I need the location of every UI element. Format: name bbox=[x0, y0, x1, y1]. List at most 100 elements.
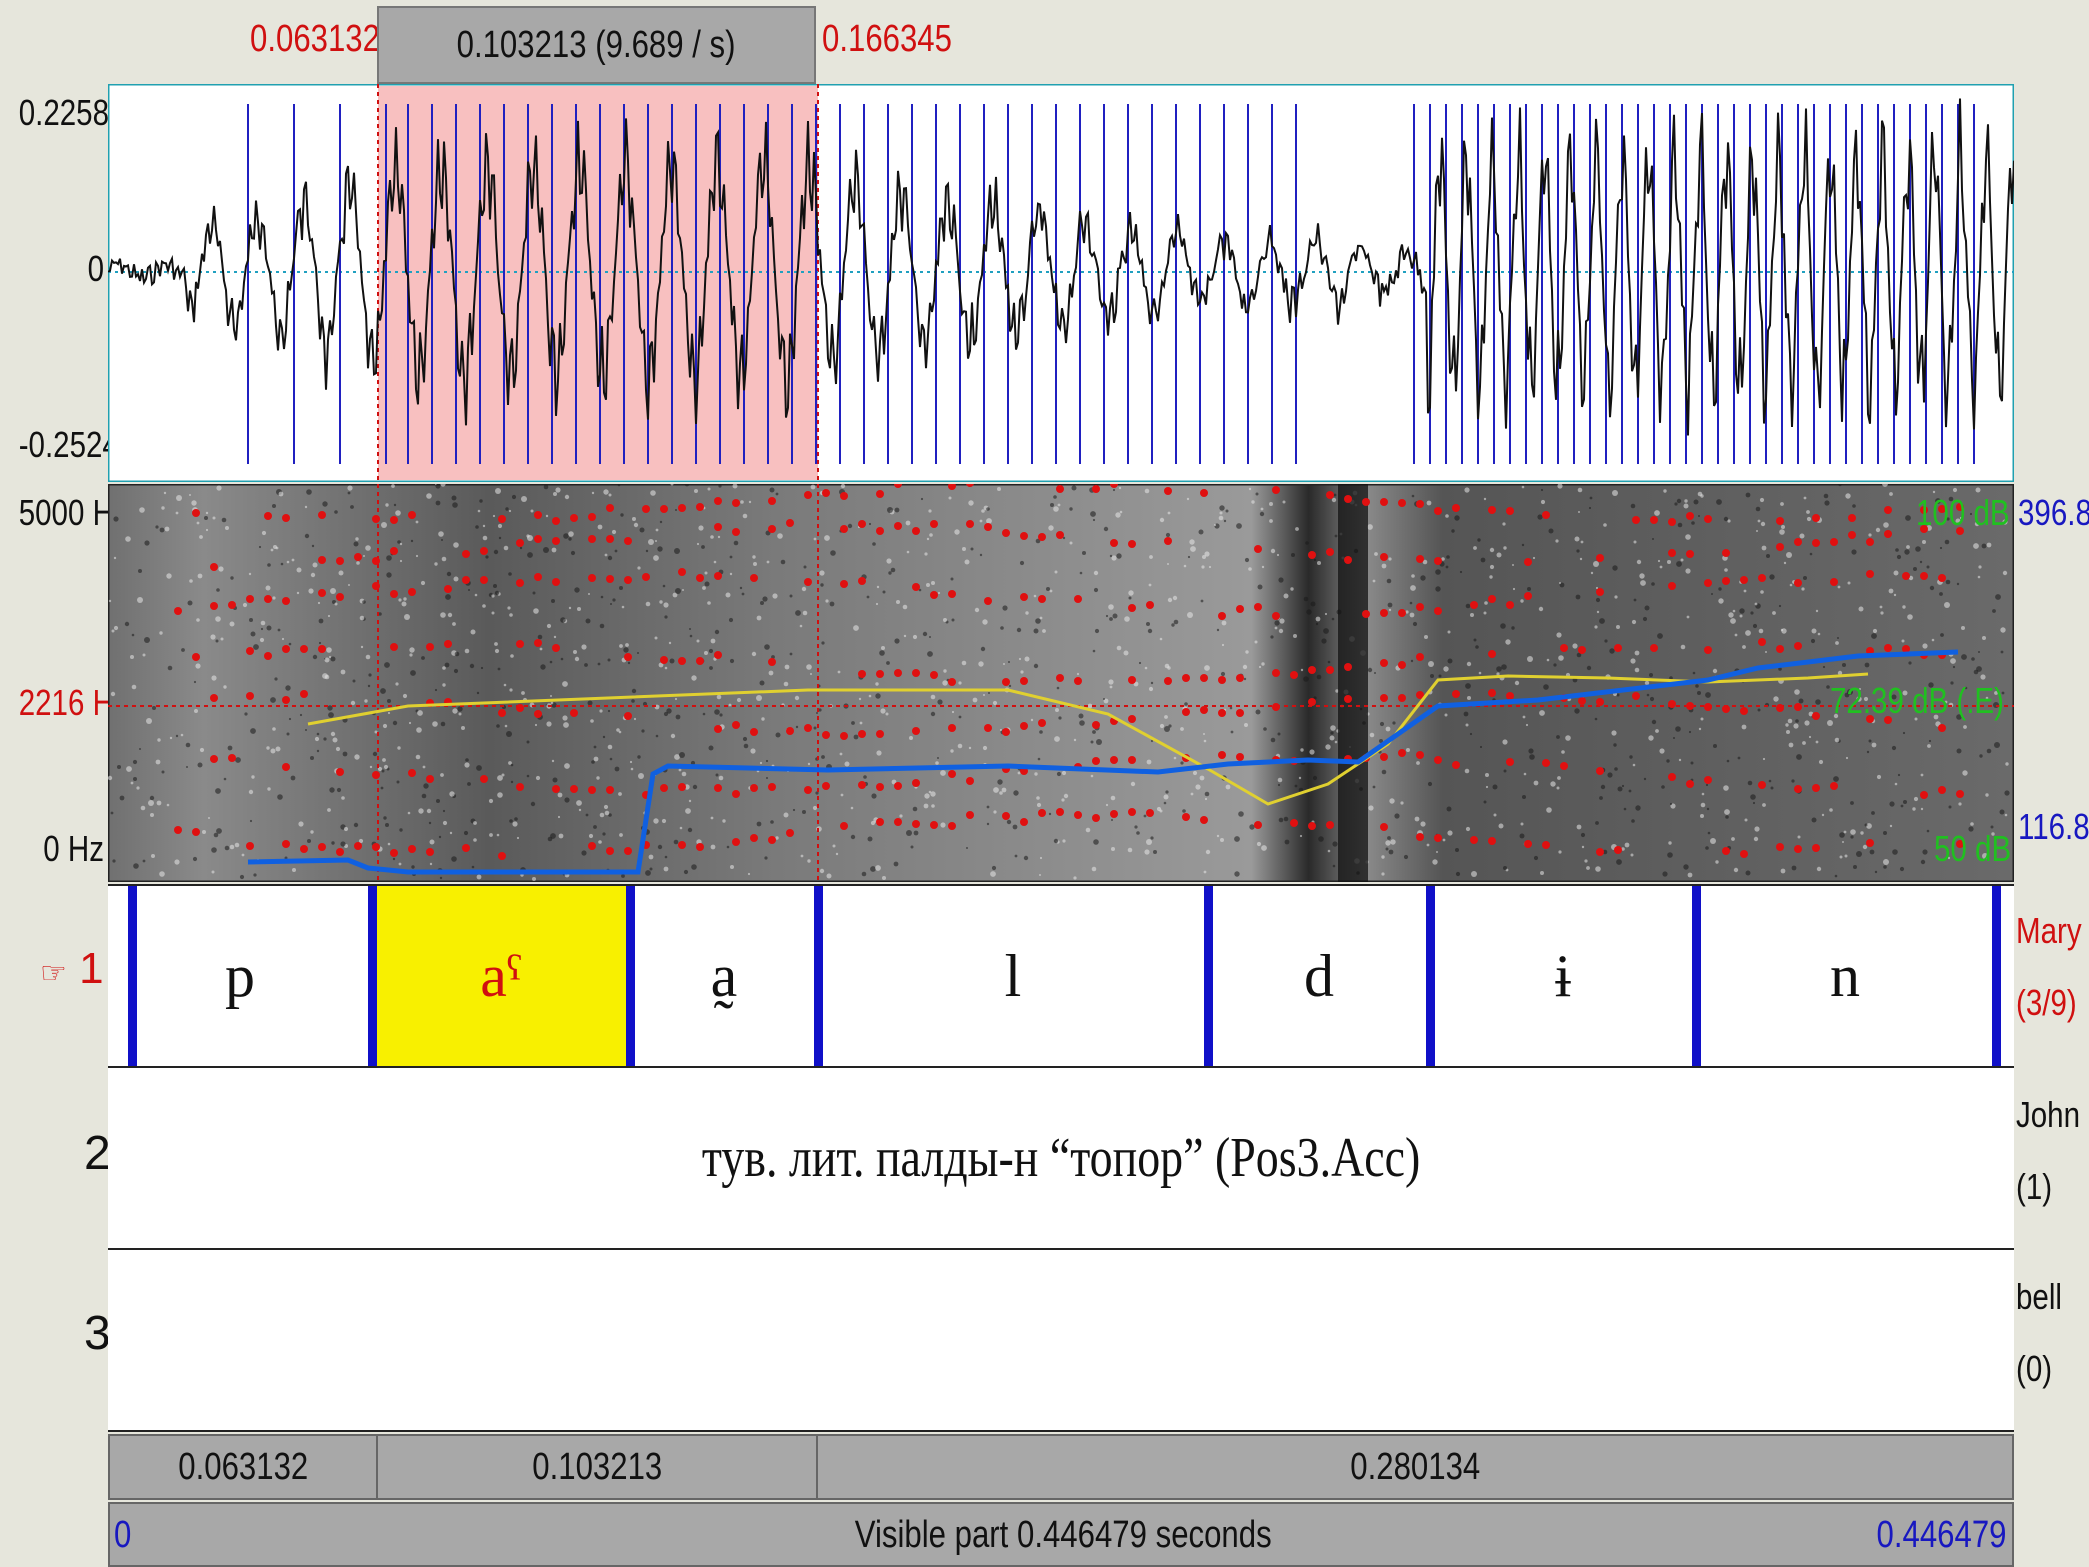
formant-dot bbox=[840, 732, 848, 740]
formant-dot bbox=[768, 525, 776, 533]
formant-dot bbox=[1002, 812, 1010, 820]
tier-3-interval[interactable] bbox=[108, 1248, 2014, 1432]
boundary[interactable] bbox=[1992, 886, 2001, 1066]
formant-dot bbox=[1758, 781, 1766, 789]
selection-duration-box[interactable]: 0.103213 (9.689 / s) bbox=[377, 6, 816, 84]
formant-dot bbox=[660, 784, 668, 792]
formant-dot bbox=[1686, 780, 1694, 788]
formant-dot bbox=[1470, 836, 1478, 844]
formant-dot bbox=[390, 590, 398, 598]
formant-dot bbox=[1794, 579, 1802, 587]
formant-dot bbox=[1884, 506, 1892, 514]
formant-dot bbox=[534, 573, 542, 581]
duration-after-selection[interactable]: 0.280134 bbox=[816, 1434, 2014, 1500]
formant-dot bbox=[246, 595, 254, 603]
formant-dot bbox=[948, 590, 956, 598]
formant-dot bbox=[966, 777, 974, 785]
spectrogram-freq-cursor: 2216 Hz bbox=[18, 682, 129, 723]
formant-dot bbox=[858, 730, 866, 738]
formant-dot bbox=[246, 842, 254, 850]
formant-dot bbox=[1200, 674, 1208, 682]
boundary[interactable] bbox=[368, 886, 377, 1066]
formant-dot bbox=[1668, 549, 1676, 557]
formant-dot bbox=[1380, 659, 1388, 667]
formant-dot bbox=[1956, 790, 1964, 798]
formant-dot bbox=[678, 657, 686, 665]
boundary[interactable] bbox=[1692, 886, 1701, 1066]
formant-dot bbox=[1524, 558, 1532, 566]
formant-dot bbox=[516, 783, 524, 791]
formant-dot bbox=[1182, 813, 1190, 821]
tier-2-interval[interactable]: тув. лит. палды-н “топор” (Pos3.Acc) bbox=[108, 1066, 2014, 1248]
formant-dot bbox=[516, 539, 524, 547]
formant-dot bbox=[1020, 677, 1028, 685]
segment-d[interactable]: d bbox=[1304, 942, 1334, 1009]
formant-dot bbox=[930, 671, 938, 679]
formant-dot bbox=[1542, 759, 1550, 767]
boundary[interactable] bbox=[1426, 886, 1435, 1066]
segment-p[interactable]: p bbox=[225, 942, 255, 1009]
spectrogram-panel[interactable] bbox=[108, 484, 2014, 882]
formant-dot bbox=[1794, 703, 1802, 711]
formant-dot bbox=[1740, 850, 1748, 858]
formant-dot bbox=[1200, 816, 1208, 824]
formant-dot bbox=[300, 645, 308, 653]
formant-dot bbox=[822, 731, 830, 739]
segment-a-creaky[interactable]: a̰ bbox=[710, 942, 738, 1009]
formant-dot bbox=[1794, 642, 1802, 650]
formant-dot bbox=[1344, 556, 1352, 564]
formant-dot bbox=[678, 568, 686, 576]
tier-1-number[interactable]: ☞ 1 bbox=[40, 944, 104, 993]
formant-dot bbox=[678, 504, 686, 512]
duration-before-selection[interactable]: 0.063132 bbox=[108, 1434, 378, 1500]
formant-dot bbox=[1704, 646, 1712, 654]
formant-dot bbox=[660, 505, 668, 513]
segment-n[interactable]: n bbox=[1830, 942, 1860, 1009]
segment-barred-i[interactable]: ɨ bbox=[1554, 942, 1572, 1009]
tier-3-text[interactable] bbox=[108, 1250, 2014, 1430]
formant-dot bbox=[228, 601, 236, 609]
formant-dot bbox=[390, 849, 398, 857]
formant-dot bbox=[1722, 705, 1730, 713]
formant-dot bbox=[174, 826, 182, 834]
formant-dot bbox=[804, 491, 812, 499]
formant-dot bbox=[1668, 518, 1676, 526]
formant-dot bbox=[1182, 708, 1190, 716]
formant-dot bbox=[822, 489, 830, 497]
formant-dot bbox=[858, 520, 866, 528]
formant-dot bbox=[894, 669, 902, 677]
formant-dot bbox=[858, 670, 866, 678]
formant-dot bbox=[1956, 527, 1964, 535]
formant-dot bbox=[1362, 498, 1370, 506]
tier-2-number[interactable]: 2 bbox=[84, 1127, 111, 1180]
waveform-panel[interactable] bbox=[108, 84, 2014, 482]
formant-dot bbox=[588, 842, 596, 850]
formant-dot bbox=[534, 639, 542, 647]
visible-part-bar[interactable]: 0 Visible part 0.446479 seconds 0.446479 bbox=[108, 1502, 2014, 1567]
segment-a-pharyngeal-selected[interactable]: aˤ bbox=[372, 886, 630, 1066]
boundary[interactable] bbox=[814, 886, 823, 1066]
formant-dot bbox=[210, 755, 218, 763]
formant-dot bbox=[1668, 773, 1676, 781]
boundary[interactable] bbox=[128, 886, 137, 1066]
pitch-bottom-label: 116.8 bbox=[2018, 806, 2089, 847]
formant-dot bbox=[1344, 495, 1352, 503]
formant-dot bbox=[606, 786, 614, 794]
formant-dot bbox=[732, 528, 740, 536]
visible-part-label: Visible part 0.446479 seconds bbox=[854, 1514, 1272, 1556]
tier-1-interval[interactable]: p aˤ a̰ l d ɨ n bbox=[108, 884, 2014, 1066]
segment-l[interactable]: l bbox=[1004, 942, 1022, 1009]
formant-dot bbox=[624, 537, 632, 545]
formant-dot bbox=[606, 575, 614, 583]
formant-dot bbox=[1596, 767, 1604, 775]
visible-end: 0.446479 bbox=[1876, 1514, 2006, 1556]
duration-selection[interactable]: 0.103213 bbox=[376, 1434, 818, 1500]
boundary[interactable] bbox=[1204, 886, 1213, 1066]
formant-dot bbox=[1794, 845, 1802, 853]
formant-dot bbox=[1434, 557, 1442, 565]
formant-dot bbox=[1686, 702, 1694, 710]
tier-2-text[interactable]: тув. лит. палды-н “топор” (Pos3.Acc) bbox=[701, 1127, 1421, 1189]
tier-3-number[interactable]: 3 bbox=[84, 1307, 111, 1360]
boundary[interactable] bbox=[626, 886, 635, 1066]
formant-dot bbox=[1758, 638, 1766, 646]
